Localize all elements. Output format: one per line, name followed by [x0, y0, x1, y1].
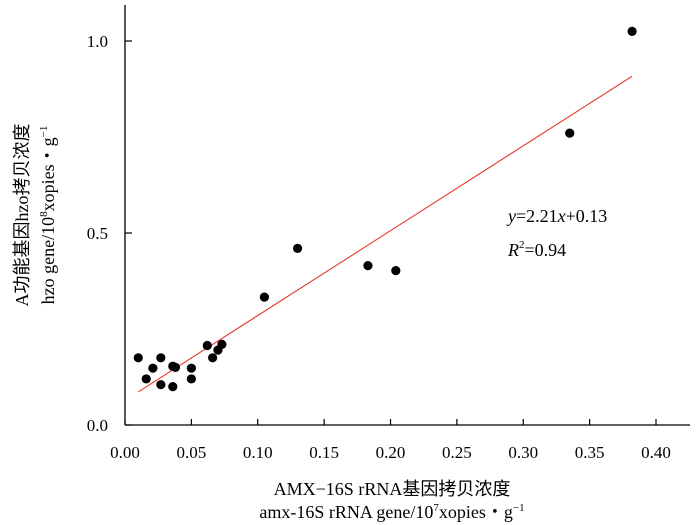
x-tick-label: 0.15 — [309, 443, 339, 462]
data-point — [565, 128, 575, 138]
xlabel2-main: amx-16S rRNA gene/10 — [259, 502, 433, 522]
ylabel2-tail: xopies・g — [38, 137, 58, 211]
regression-equation: y=2.21x+0.13 — [506, 206, 607, 226]
x-tick-label: 0.35 — [575, 443, 605, 462]
x-tick-label: 0.30 — [508, 443, 538, 462]
x-ticks: 0.00 0.05 0.10 0.15 0.20 0.25 0.30 0.35 0.40 — [110, 419, 671, 462]
data-point — [217, 339, 227, 349]
eq-intercept: +0.13 — [566, 206, 608, 226]
xlabel2-tail-sup: −1 — [513, 502, 525, 514]
data-point — [363, 261, 373, 271]
y-axis-title-2: hzo gene/108xopies・g−1 — [38, 126, 58, 305]
r-squared: R2=0.94 — [507, 239, 566, 260]
ylabel2-tail-sup: −1 — [38, 126, 50, 138]
data-point — [186, 374, 196, 384]
x-tick-label: 0.25 — [442, 443, 472, 462]
x-tick-label: 0.00 — [110, 443, 140, 462]
x-tick-label: 0.05 — [177, 443, 207, 462]
points-layer — [133, 26, 637, 392]
regression-line — [137, 75, 633, 393]
data-point — [292, 243, 303, 253]
y-ticks: 0.0 0.5 1.0 — [87, 32, 132, 435]
xlabel2-tail: xopies・g — [439, 502, 513, 522]
y-tick-label: 0.0 — [87, 416, 108, 435]
eq-slope: =2.21 — [516, 206, 558, 226]
data-point — [170, 362, 181, 372]
r2-sup: 2 — [519, 239, 525, 251]
y-axis-title: A功能基因hzo拷贝浓度 — [12, 124, 32, 307]
x-tick-label: 0.10 — [243, 443, 273, 462]
r2-value: =0.94 — [525, 240, 567, 260]
x-axis-title-2: amx-16S rRNA gene/107xopies・g−1 — [259, 502, 524, 522]
y-tick-label: 0.5 — [87, 224, 108, 243]
y-tick-label: 1.0 — [87, 32, 108, 51]
ylabel2-sup: 8 — [38, 211, 50, 217]
data-point — [148, 363, 158, 373]
data-point — [133, 353, 143, 363]
r2-r: R — [507, 240, 519, 260]
ylabel2-main: hzo gene/10 — [38, 217, 58, 304]
xlabel2-sup: 7 — [433, 502, 439, 514]
data-point — [156, 353, 166, 363]
data-point — [627, 26, 637, 36]
data-point — [156, 380, 166, 390]
eq-x: x — [557, 206, 566, 226]
data-point — [141, 374, 151, 384]
x-tick-label: 0.20 — [376, 443, 406, 462]
data-point — [259, 292, 269, 302]
data-point — [168, 382, 178, 392]
eq-y: y — [506, 206, 516, 226]
data-point — [186, 363, 196, 373]
x-axis-title: AMX−16S rRNA基因拷贝浓度 — [274, 479, 511, 499]
x-tick-label: 0.40 — [641, 443, 671, 462]
data-point — [202, 340, 212, 351]
data-point — [208, 353, 218, 363]
fit-layer — [137, 75, 633, 393]
data-point — [391, 266, 401, 276]
